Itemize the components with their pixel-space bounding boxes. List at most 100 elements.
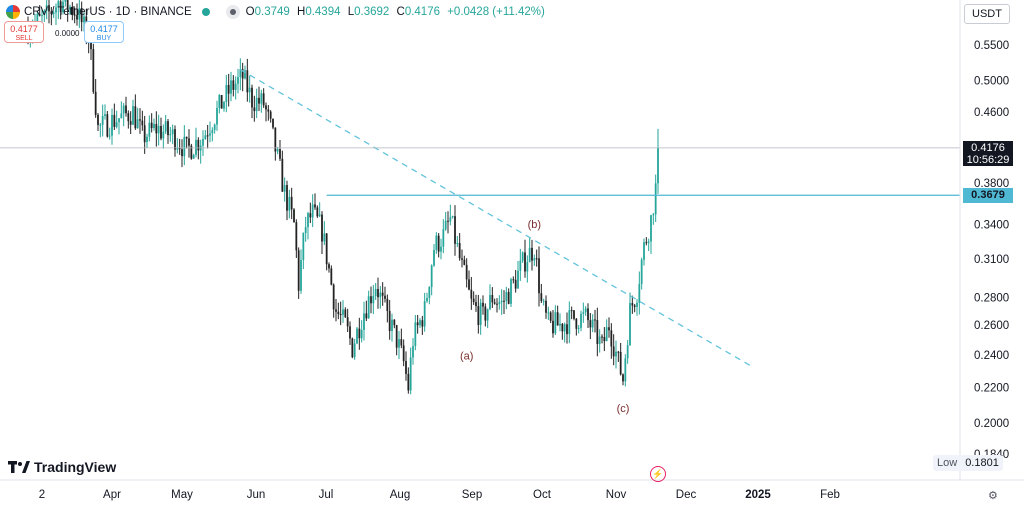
candle-body (120, 113, 123, 119)
candle-body (619, 351, 622, 375)
low-value: 0.1801 (965, 457, 999, 469)
candle-body (356, 328, 358, 344)
currency-selector[interactable]: USDT (964, 4, 1010, 24)
candle-body (414, 322, 417, 347)
candle-body (216, 107, 218, 125)
candle-body (157, 125, 160, 134)
time-tick-label: Jul (319, 489, 334, 501)
candle-body (108, 135, 111, 137)
candle-body (456, 243, 459, 245)
candle-body (106, 114, 109, 137)
candle-body (323, 233, 326, 242)
candle-body (73, 14, 76, 16)
buy-label: BUY (96, 35, 112, 42)
candle-body (547, 312, 550, 314)
candle-body (155, 123, 158, 134)
candle-body (412, 346, 414, 358)
candle-body (328, 264, 330, 269)
open-value: 0.3749 (254, 6, 290, 18)
candle-body (435, 235, 438, 250)
candle-body (78, 8, 81, 20)
candle-series (27, 0, 659, 395)
candle-body (351, 338, 354, 358)
eye-icon[interactable] (225, 5, 240, 19)
price-axis: 0.5500 0.5000 0.4600 0.3800 0.3400 0.3100 0.28… (959, 0, 1009, 480)
spread-value: 0.0000 (55, 29, 80, 38)
time-tick-label: Jun (247, 489, 266, 501)
candle-body (55, 7, 57, 13)
candle-body (437, 235, 440, 252)
candle-body (500, 300, 503, 303)
candle-body (440, 246, 442, 252)
candle-body (237, 77, 239, 84)
candle-body (178, 147, 181, 150)
candle-body (176, 147, 179, 150)
last-price: 0.4176 (971, 142, 1005, 154)
candle-body (36, 14, 39, 23)
candle-body (38, 14, 41, 16)
candle-body (647, 241, 650, 243)
time-tick-label: Dec (676, 489, 697, 501)
time-tick-label: Aug (390, 489, 410, 501)
candle-body (206, 135, 209, 137)
candle-body (533, 258, 536, 261)
candle-body (104, 114, 106, 117)
candle-body (213, 124, 216, 130)
price-tick-label: 0.3400 (974, 220, 1009, 232)
candle-body (125, 105, 127, 114)
candle-body (379, 292, 382, 298)
candle-body (260, 93, 263, 104)
candle-body (393, 319, 396, 326)
time-tick-label: Sep (462, 489, 482, 501)
candle-body (377, 288, 379, 298)
change-value: +0.0428 (+11.42%) (447, 6, 545, 18)
candle-body (66, 0, 69, 10)
candle-body (274, 127, 277, 152)
tradingview-logo[interactable]: TradingView (8, 459, 116, 475)
price-tick-label: 0.2000 (974, 418, 1009, 430)
settings-icon[interactable]: ⚙ (988, 490, 998, 502)
candle-body (542, 300, 545, 302)
candle-body (300, 259, 302, 291)
candle-body (339, 314, 342, 316)
tradingview-icon (8, 461, 30, 473)
candle-body (90, 42, 92, 50)
candle-body (524, 252, 526, 272)
candle-body (573, 310, 575, 319)
candle-body (148, 122, 151, 137)
candle-body (540, 293, 543, 301)
candle-body (491, 295, 494, 303)
candle-body (395, 325, 398, 348)
candle-body (225, 84, 228, 103)
time-tick-label: 2025 (745, 489, 771, 501)
candle-body (612, 346, 615, 357)
candle-body (652, 214, 655, 216)
market-open-icon (201, 8, 210, 16)
candle-body (461, 258, 463, 260)
sell-button[interactable]: 0.4177 SELL (4, 21, 44, 43)
candle-body (283, 185, 286, 192)
candle-body (426, 297, 428, 302)
candle-body (269, 111, 272, 119)
buy-button[interactable]: 0.4177 BUY (84, 21, 124, 43)
candle-body (538, 258, 540, 294)
candle-body (220, 95, 223, 109)
symbol-title[interactable]: CRV / TetherUS · 1D · BINANCE (24, 6, 192, 18)
candle-body (409, 357, 412, 391)
candle-body (458, 243, 461, 259)
candle-body (421, 320, 424, 327)
candle-body (127, 113, 130, 122)
candle-body (489, 295, 491, 310)
wave-label: (c) (617, 403, 630, 415)
candle-body (262, 93, 265, 106)
chart-overlays: (a) (b) (c) (0, 69, 960, 415)
candle-body (608, 327, 610, 331)
lightning-icon[interactable]: ⚡ (650, 466, 666, 482)
candle-body (384, 295, 386, 299)
candle-body (566, 324, 568, 335)
candle-body (279, 149, 281, 159)
candle-body (344, 309, 347, 318)
candle-body (293, 209, 295, 223)
candle-body (496, 303, 498, 305)
